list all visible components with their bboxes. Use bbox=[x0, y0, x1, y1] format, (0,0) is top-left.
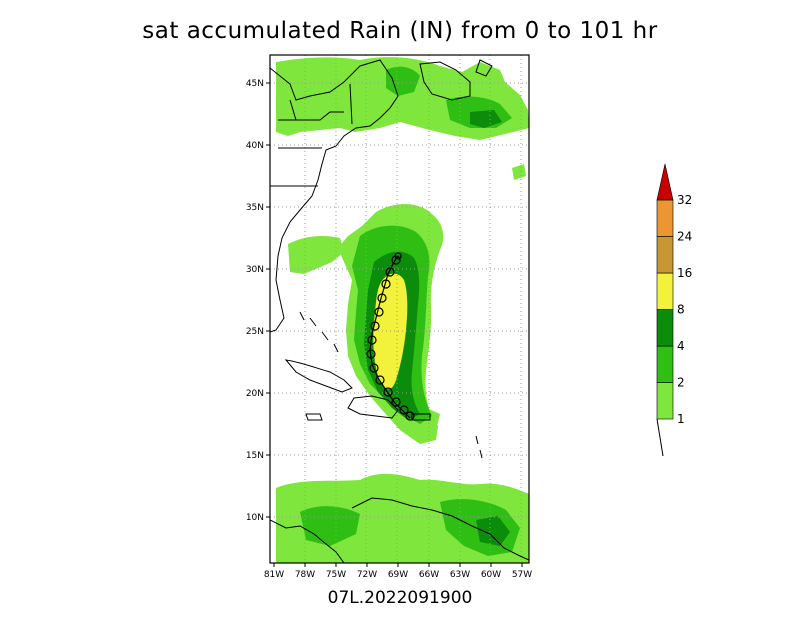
colorbar-label: 4 bbox=[677, 339, 685, 353]
canada-coast bbox=[419, 61, 471, 101]
lat-label: 35N bbox=[246, 203, 264, 213]
lon-label: 66W bbox=[419, 570, 439, 580]
colorbar-tail bbox=[656, 418, 664, 457]
south-america bbox=[351, 497, 529, 561]
lat-label: 10N bbox=[246, 513, 264, 523]
colorbar-label: 24 bbox=[677, 230, 692, 244]
coastlines bbox=[270, 59, 529, 563]
bahamas bbox=[299, 311, 339, 353]
map-area bbox=[270, 55, 529, 563]
puerto-rico bbox=[411, 413, 431, 421]
colorbar-label: 8 bbox=[677, 303, 685, 317]
lat-label: 30N bbox=[246, 265, 264, 275]
colorbar-label: 1 bbox=[677, 412, 685, 426]
colorbar-segment bbox=[656, 345, 674, 383]
colorbar-label: 16 bbox=[677, 266, 692, 280]
colorbar-segment bbox=[656, 272, 674, 310]
colorbar-label: 2 bbox=[677, 376, 685, 390]
us-state-borders bbox=[270, 83, 353, 187]
storm-track bbox=[366, 252, 415, 421]
lat-label: 15N bbox=[246, 451, 264, 461]
lat-label: 25N bbox=[246, 327, 264, 337]
lat-label: 45N bbox=[246, 79, 264, 89]
graticule bbox=[270, 55, 529, 563]
lon-label: 69W bbox=[388, 570, 408, 580]
lat-label: 20N bbox=[246, 389, 264, 399]
lesser-antilles bbox=[475, 435, 483, 459]
lon-label: 57W bbox=[512, 570, 532, 580]
cuba bbox=[284, 359, 353, 393]
central-america bbox=[270, 519, 345, 563]
colorbar-top-triangle bbox=[656, 163, 674, 201]
colorbar-segment bbox=[656, 236, 674, 274]
colorbar-label: 32 bbox=[677, 193, 692, 207]
map-footer-label: 07L.2022091900 bbox=[327, 588, 473, 608]
latitude-labels: 45N 40N 35N 30N 25N 20N 15N 10N bbox=[246, 79, 270, 523]
longitude-labels: 81W 78W 75W 72W 69W 66W 63W 60W 57W bbox=[264, 563, 532, 580]
colorbar-segment bbox=[656, 382, 674, 420]
map-title: sat accumulated Rain (IN) from 0 to 101 … bbox=[142, 18, 658, 44]
hispaniola bbox=[347, 395, 399, 419]
us-east-coast bbox=[270, 59, 399, 333]
map-frame bbox=[269, 54, 530, 564]
lon-label: 63W bbox=[450, 570, 470, 580]
lon-label: 78W bbox=[295, 570, 315, 580]
rain-area-west-bands bbox=[288, 236, 344, 274]
colorbar-segment bbox=[656, 199, 674, 237]
rain-area-east-patch bbox=[512, 164, 526, 180]
nova-scotia bbox=[475, 59, 493, 77]
rain-area-north-patch bbox=[300, 86, 340, 106]
lon-label: 75W bbox=[326, 570, 346, 580]
lat-label: 40N bbox=[246, 141, 264, 151]
lon-label: 60W bbox=[481, 570, 501, 580]
lon-label: 81W bbox=[264, 570, 284, 580]
jamaica bbox=[305, 413, 323, 421]
colorbar-segment bbox=[656, 309, 674, 347]
lon-label: 72W bbox=[357, 570, 377, 580]
